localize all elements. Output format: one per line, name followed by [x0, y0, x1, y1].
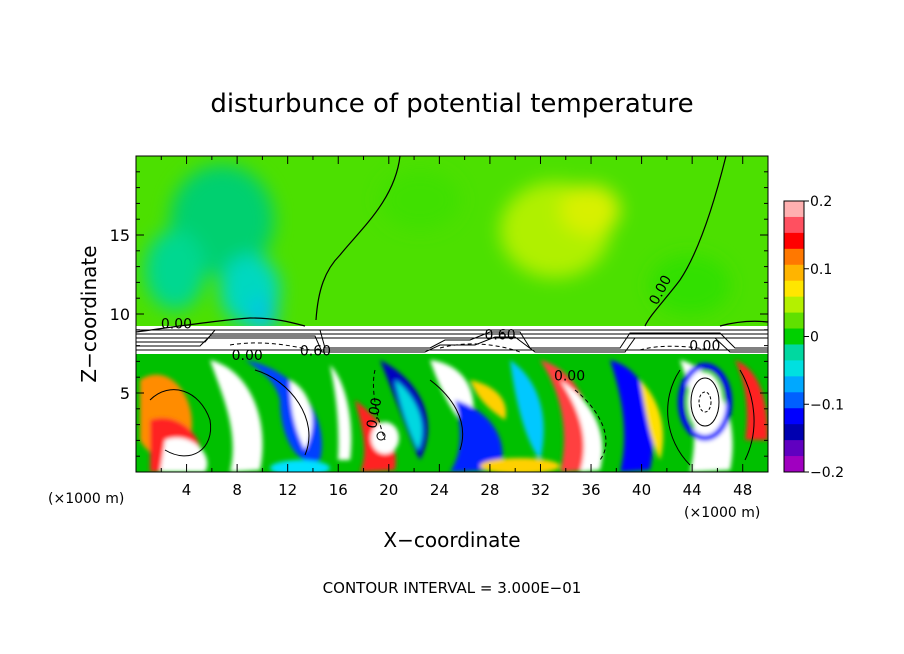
- contour-label: 0.00: [232, 348, 263, 364]
- colorbar-tick-label: 0.2: [810, 194, 832, 210]
- colorbar-swatch: [784, 328, 804, 345]
- colorbar-swatch: [784, 216, 804, 234]
- x-tick-label: 44: [683, 481, 702, 499]
- colorbar-swatch: [784, 296, 804, 314]
- x-tick-label: 40: [632, 481, 651, 499]
- x-axis-unit: (×1000 m): [684, 505, 760, 521]
- colorbar-tick-label: 0.1: [810, 262, 832, 278]
- inversion-contours: [136, 329, 768, 353]
- colorbar-swatch: [784, 360, 804, 377]
- colorbar: [783, 200, 805, 473]
- colorbar-tick-label: −0.1: [810, 397, 844, 413]
- x-tick-label: 28: [480, 481, 499, 499]
- y-axis-label: Z−coordinate: [77, 245, 101, 382]
- colorbar-swatch: [784, 424, 804, 441]
- x-tick-label: 32: [531, 481, 550, 499]
- x-tick-label: 12: [278, 481, 297, 499]
- contour-interval-note: CONTOUR INTERVAL = 3.000E−01: [323, 579, 582, 597]
- x-tick-label: 36: [581, 481, 600, 499]
- colorbar-tick-label: −0.2: [810, 465, 844, 481]
- colorbar-swatch: [784, 280, 804, 298]
- lower-contours: [149, 369, 755, 466]
- x-axis-label: X−coordinate: [383, 528, 520, 552]
- y-tick-label: 10: [110, 305, 130, 324]
- colorbar-swatch: [784, 440, 804, 457]
- y-axis-ticks: 5 10 15: [110, 171, 768, 457]
- contour-label: 0.60: [484, 328, 515, 344]
- colorbar-swatch: [784, 264, 804, 282]
- colorbar-swatch: [784, 344, 804, 361]
- colorbar-swatch: [784, 201, 804, 218]
- z-axis-unit: (×1000 m): [48, 491, 124, 507]
- contour-label: 0.00: [161, 316, 192, 332]
- chart-title: disturbunce of potential temperature: [210, 89, 693, 119]
- x-tick-label: 16: [329, 481, 348, 499]
- lower-field-eddies: [140, 360, 768, 472]
- colorbar-swatch: [784, 248, 804, 266]
- x-tick-label: 48: [733, 481, 752, 499]
- upper-field-blobs: [145, 165, 730, 333]
- colorbar-tick-label: 0: [810, 330, 819, 346]
- x-tick-label: 8: [232, 481, 242, 499]
- contour-labels: 0.000.00 0.600.600.000.000.000.00: [161, 273, 721, 430]
- colorbar-swatch: [784, 312, 804, 330]
- x-tick-label: 24: [430, 481, 449, 499]
- colorbar-swatch: [784, 408, 804, 425]
- x-tick-label: 20: [379, 481, 398, 499]
- colorbar-ticks: 0.2 0.1 0 −0.1 −0.2: [804, 194, 844, 481]
- contour-label: 0.00: [554, 369, 585, 385]
- x-tick-label: 4: [182, 481, 192, 499]
- contour-label: 0.60: [300, 343, 331, 359]
- plot-area: [136, 156, 768, 472]
- x-axis-ticks: 4 8 12 16 20 24 28 32 36 40 44 48: [160, 156, 752, 499]
- inversion-band: [136, 326, 768, 356]
- contour-label: 0.00: [364, 396, 385, 429]
- y-tick-label: 15: [110, 226, 130, 245]
- colorbar-swatch: [784, 456, 804, 473]
- y-tick-label: 5: [120, 384, 130, 403]
- contour-label: 0.00: [689, 339, 720, 355]
- colorbar-swatch: [784, 232, 804, 250]
- zero-contours: [136, 156, 768, 333]
- colorbar-swatch: [784, 392, 804, 409]
- colorbar-swatch: [784, 376, 804, 393]
